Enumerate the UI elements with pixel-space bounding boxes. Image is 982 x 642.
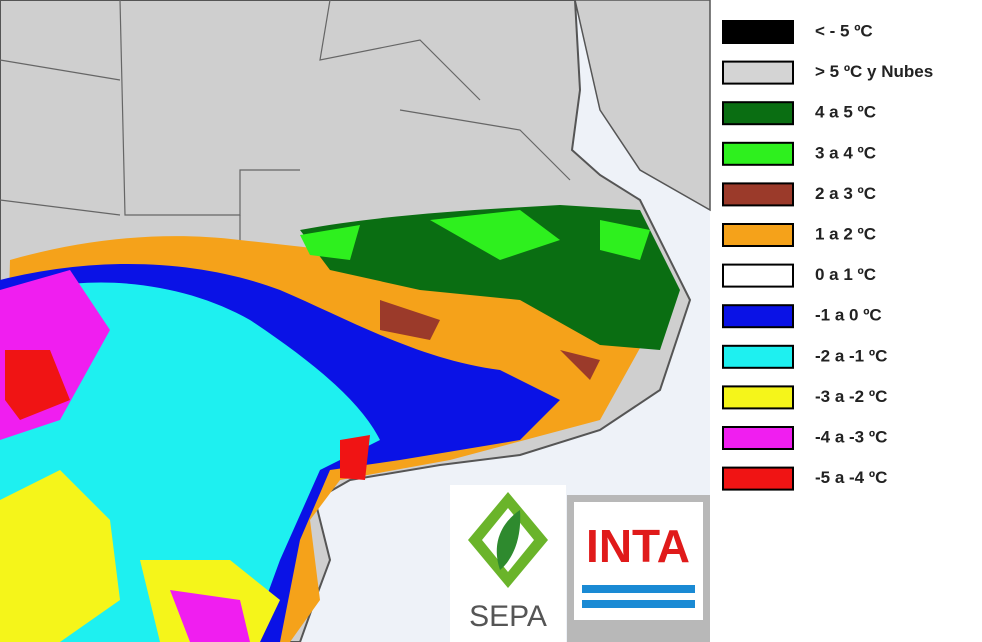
band-red-2 <box>340 435 370 480</box>
legend-swatch <box>722 304 794 329</box>
legend-label: 0 a 1 ºC <box>815 265 876 284</box>
band-red <box>5 350 70 420</box>
uruguay <box>574 0 711 212</box>
legend-label: < - 5 ºC <box>815 21 873 40</box>
logos: SEPA INTA <box>450 485 710 642</box>
band-green <box>300 210 650 260</box>
legend-swatch <box>722 141 794 166</box>
legend-swatch <box>722 426 794 450</box>
legend-swatch <box>722 20 794 44</box>
legend-label: > 5 ºC y Nubes <box>815 62 933 81</box>
inta-stripe <box>582 585 695 593</box>
band-yellow <box>0 470 120 642</box>
legend-swatch <box>722 263 794 288</box>
legend-swatch <box>722 60 794 85</box>
legend-label: -3 a -2 ºC <box>815 387 887 406</box>
legend-swatch <box>722 223 794 247</box>
sepa-text: SEPA <box>469 600 547 633</box>
legend-swatch <box>722 344 794 369</box>
legend-swatch <box>722 466 794 491</box>
legend-label: 4 a 5 ºC <box>815 103 876 122</box>
legend-swatch <box>722 182 794 207</box>
inta-stripe <box>582 600 695 608</box>
band-magenta-2 <box>170 590 250 642</box>
legend-label: -5 a -4 ºC <box>815 468 887 487</box>
map <box>0 0 711 642</box>
legend-label: 1 a 2 ºC <box>815 224 876 243</box>
legend-swatch <box>722 385 794 410</box>
legend-label: -4 a -3 ºC <box>815 427 887 446</box>
band-green-dark <box>300 205 680 350</box>
legend-label: 3 a 4 ºC <box>815 143 876 162</box>
legend-swatch <box>722 101 794 126</box>
inta-text: INTA <box>586 520 690 572</box>
legend: < - 5 ºC > 5 ºC y Nubes 4 a 5 ºC 3 a 4 ºC 2 … <box>722 20 933 491</box>
sepa-leaf <box>496 510 521 570</box>
legend-label: -2 a -1 ºC <box>815 346 887 365</box>
band-brown <box>380 300 600 380</box>
legend-label: -1 a 0 ºC <box>815 306 882 325</box>
legend-label: 2 a 3 ºC <box>815 184 876 203</box>
